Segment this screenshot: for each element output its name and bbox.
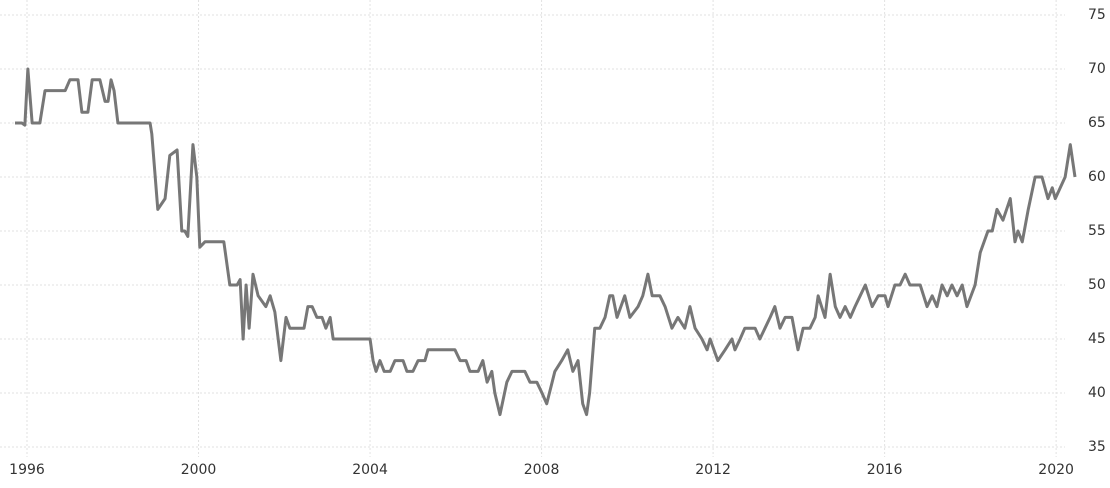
- line: [15, 67, 1077, 417]
- x-tick-label: 2016: [867, 462, 903, 478]
- y-tick-label: 55: [1088, 223, 1106, 239]
- y-tick-label: 45: [1088, 331, 1106, 347]
- y-tick-label: 35: [1088, 439, 1106, 455]
- x-tick-label: 2012: [695, 462, 731, 478]
- x-tick-label: 2000: [181, 462, 217, 478]
- y-tick-label: 75: [1088, 7, 1106, 23]
- x-tick-label: 2008: [524, 462, 560, 478]
- y-tick-label: 70: [1088, 61, 1106, 77]
- x-tick-label: 2020: [1038, 462, 1074, 478]
- y-tick-label: 65: [1088, 115, 1106, 131]
- y-tick-label: 50: [1088, 277, 1106, 293]
- y-tick-label: 60: [1088, 169, 1106, 185]
- x-tick-label: 2004: [352, 462, 388, 478]
- x-tick-label: 1996: [9, 462, 45, 478]
- y-tick-label: 40: [1088, 385, 1106, 401]
